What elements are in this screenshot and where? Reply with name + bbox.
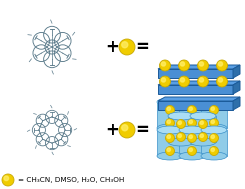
Text: +: + bbox=[105, 38, 119, 56]
Circle shape bbox=[159, 60, 171, 71]
Text: = CH₃CN, DMSO, H₂O, CH₃OH: = CH₃CN, DMSO, H₂O, CH₃OH bbox=[18, 177, 124, 183]
Circle shape bbox=[167, 135, 171, 139]
Circle shape bbox=[166, 105, 174, 115]
Circle shape bbox=[211, 120, 214, 123]
Circle shape bbox=[189, 107, 193, 110]
Polygon shape bbox=[201, 130, 227, 156]
Polygon shape bbox=[158, 85, 233, 94]
Circle shape bbox=[178, 134, 182, 137]
Polygon shape bbox=[158, 101, 233, 110]
Circle shape bbox=[166, 133, 174, 143]
Circle shape bbox=[209, 119, 219, 128]
Ellipse shape bbox=[157, 126, 183, 134]
Polygon shape bbox=[158, 81, 240, 85]
Circle shape bbox=[197, 60, 208, 71]
Polygon shape bbox=[168, 116, 194, 142]
Text: =: = bbox=[135, 38, 149, 56]
Circle shape bbox=[178, 121, 182, 124]
Polygon shape bbox=[179, 102, 205, 128]
Ellipse shape bbox=[201, 126, 227, 134]
Circle shape bbox=[197, 76, 208, 87]
Ellipse shape bbox=[201, 124, 227, 132]
Circle shape bbox=[176, 119, 185, 129]
Ellipse shape bbox=[168, 112, 194, 120]
Circle shape bbox=[180, 78, 184, 82]
Circle shape bbox=[199, 62, 204, 66]
Ellipse shape bbox=[157, 98, 183, 106]
Polygon shape bbox=[201, 102, 227, 128]
Circle shape bbox=[122, 125, 128, 131]
Polygon shape bbox=[158, 65, 240, 69]
Circle shape bbox=[187, 105, 196, 115]
Ellipse shape bbox=[179, 124, 205, 132]
Polygon shape bbox=[157, 102, 183, 128]
Circle shape bbox=[218, 78, 222, 82]
Circle shape bbox=[189, 120, 193, 123]
Ellipse shape bbox=[168, 138, 194, 146]
Ellipse shape bbox=[179, 126, 205, 134]
Polygon shape bbox=[233, 65, 240, 78]
Circle shape bbox=[179, 60, 189, 71]
Polygon shape bbox=[179, 130, 205, 156]
Circle shape bbox=[167, 148, 171, 151]
Polygon shape bbox=[190, 116, 216, 142]
Ellipse shape bbox=[157, 152, 183, 160]
Circle shape bbox=[180, 62, 184, 66]
Circle shape bbox=[2, 174, 14, 186]
Circle shape bbox=[187, 133, 196, 143]
Circle shape bbox=[209, 133, 219, 143]
Circle shape bbox=[4, 176, 9, 181]
Circle shape bbox=[166, 146, 174, 156]
Circle shape bbox=[161, 78, 166, 82]
Circle shape bbox=[189, 135, 193, 139]
Text: =: = bbox=[135, 121, 149, 139]
Polygon shape bbox=[158, 69, 233, 78]
Circle shape bbox=[187, 119, 196, 128]
Ellipse shape bbox=[201, 98, 227, 106]
Ellipse shape bbox=[201, 152, 227, 160]
Circle shape bbox=[167, 107, 171, 110]
Polygon shape bbox=[233, 81, 240, 94]
Circle shape bbox=[199, 78, 204, 82]
Circle shape bbox=[217, 60, 228, 71]
Circle shape bbox=[161, 62, 166, 66]
Circle shape bbox=[166, 119, 174, 128]
Ellipse shape bbox=[190, 112, 216, 120]
Circle shape bbox=[189, 148, 193, 151]
Polygon shape bbox=[233, 97, 240, 110]
Circle shape bbox=[198, 132, 208, 142]
Circle shape bbox=[119, 122, 135, 138]
Ellipse shape bbox=[157, 124, 183, 132]
Polygon shape bbox=[157, 130, 183, 156]
Circle shape bbox=[211, 148, 214, 151]
Circle shape bbox=[217, 76, 228, 87]
Circle shape bbox=[200, 134, 203, 137]
Circle shape bbox=[167, 120, 171, 123]
Circle shape bbox=[198, 119, 208, 129]
Circle shape bbox=[176, 132, 185, 142]
Circle shape bbox=[200, 121, 203, 124]
Circle shape bbox=[159, 76, 171, 87]
Polygon shape bbox=[158, 97, 240, 101]
Circle shape bbox=[119, 39, 135, 55]
Circle shape bbox=[218, 62, 222, 66]
Ellipse shape bbox=[179, 98, 205, 106]
Circle shape bbox=[187, 146, 196, 156]
Circle shape bbox=[209, 146, 219, 156]
Ellipse shape bbox=[190, 138, 216, 146]
Circle shape bbox=[211, 135, 214, 139]
Circle shape bbox=[211, 107, 214, 110]
Circle shape bbox=[209, 105, 219, 115]
Text: +: + bbox=[105, 121, 119, 139]
Ellipse shape bbox=[179, 152, 205, 160]
Circle shape bbox=[122, 42, 128, 48]
Circle shape bbox=[179, 76, 189, 87]
